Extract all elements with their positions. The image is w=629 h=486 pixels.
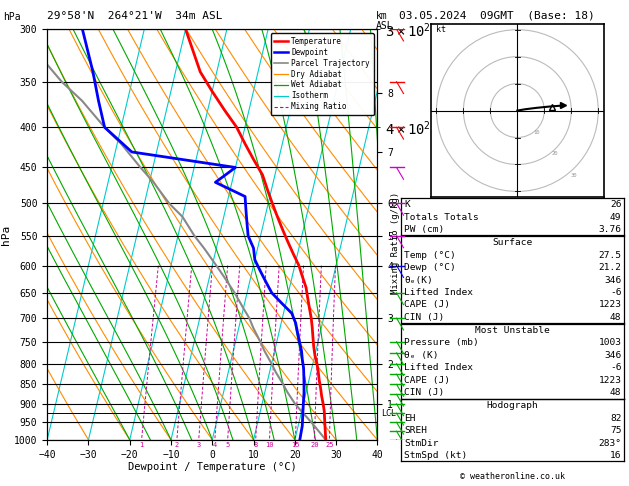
Text: 29°58'N  264°21'W  34m ASL: 29°58'N 264°21'W 34m ASL: [47, 11, 223, 21]
Text: km: km: [376, 11, 387, 21]
Text: Most Unstable: Most Unstable: [475, 326, 550, 335]
Text: CAPE (J): CAPE (J): [404, 376, 450, 385]
Text: 4: 4: [213, 442, 217, 448]
Text: 27.5: 27.5: [598, 251, 621, 260]
Text: 3.76: 3.76: [598, 225, 621, 234]
Text: Surface: Surface: [493, 239, 532, 247]
Text: hPa: hPa: [3, 12, 21, 22]
Text: K: K: [404, 200, 410, 209]
Text: 03.05.2024  09GMT  (Base: 18): 03.05.2024 09GMT (Base: 18): [399, 11, 595, 21]
Text: 1223: 1223: [598, 376, 621, 385]
Text: Dewp (°C): Dewp (°C): [404, 263, 456, 272]
Text: 8: 8: [253, 442, 258, 448]
Text: 10: 10: [533, 130, 540, 135]
Text: 25: 25: [325, 442, 333, 448]
Text: -6: -6: [610, 364, 621, 372]
Text: 48: 48: [610, 313, 621, 322]
Text: Totals Totals: Totals Totals: [404, 213, 479, 222]
Text: 26: 26: [610, 200, 621, 209]
Text: EH: EH: [404, 414, 416, 423]
Text: 5: 5: [226, 442, 230, 448]
Text: kt: kt: [437, 25, 447, 35]
Text: CIN (J): CIN (J): [404, 313, 445, 322]
Legend: Temperature, Dewpoint, Parcel Trajectory, Dry Adiabat, Wet Adiabat, Isotherm, Mi: Temperature, Dewpoint, Parcel Trajectory…: [270, 33, 374, 115]
Text: Hodograph: Hodograph: [486, 401, 538, 411]
Text: 30: 30: [571, 173, 577, 178]
Text: 20: 20: [310, 442, 318, 448]
Text: -6: -6: [610, 288, 621, 297]
Text: StmDir: StmDir: [404, 439, 439, 448]
Text: CIN (J): CIN (J): [404, 388, 445, 397]
Text: LCL: LCL: [382, 409, 396, 418]
Text: ASL: ASL: [376, 21, 393, 32]
Text: Lifted Index: Lifted Index: [404, 288, 474, 297]
Text: 3: 3: [197, 442, 201, 448]
Text: θₑ (K): θₑ (K): [404, 351, 439, 360]
Text: 283°: 283°: [598, 439, 621, 448]
Text: 1: 1: [140, 442, 143, 448]
Text: 75: 75: [610, 426, 621, 435]
Text: PW (cm): PW (cm): [404, 225, 445, 234]
Text: 1223: 1223: [598, 300, 621, 310]
Text: 21.2: 21.2: [598, 263, 621, 272]
Text: 15: 15: [291, 442, 299, 448]
Text: Pressure (mb): Pressure (mb): [404, 339, 479, 347]
Text: 48: 48: [610, 388, 621, 397]
Text: SREH: SREH: [404, 426, 428, 435]
Text: 10: 10: [265, 442, 274, 448]
X-axis label: Dewpoint / Temperature (°C): Dewpoint / Temperature (°C): [128, 462, 297, 472]
Text: Mixing Ratio (g/kg): Mixing Ratio (g/kg): [391, 192, 399, 294]
Text: 346: 346: [604, 276, 621, 285]
Text: 49: 49: [610, 213, 621, 222]
Text: Lifted Index: Lifted Index: [404, 364, 474, 372]
Text: θₑ(K): θₑ(K): [404, 276, 433, 285]
Y-axis label: hPa: hPa: [1, 225, 11, 244]
Text: 2: 2: [175, 442, 179, 448]
Text: 346: 346: [604, 351, 621, 360]
Text: StmSpd (kt): StmSpd (kt): [404, 451, 468, 460]
Text: 20: 20: [552, 151, 559, 156]
Text: 16: 16: [610, 451, 621, 460]
Text: 1003: 1003: [598, 339, 621, 347]
Text: © weatheronline.co.uk: © weatheronline.co.uk: [460, 472, 565, 481]
Text: CAPE (J): CAPE (J): [404, 300, 450, 310]
Text: 82: 82: [610, 414, 621, 423]
Text: Temp (°C): Temp (°C): [404, 251, 456, 260]
